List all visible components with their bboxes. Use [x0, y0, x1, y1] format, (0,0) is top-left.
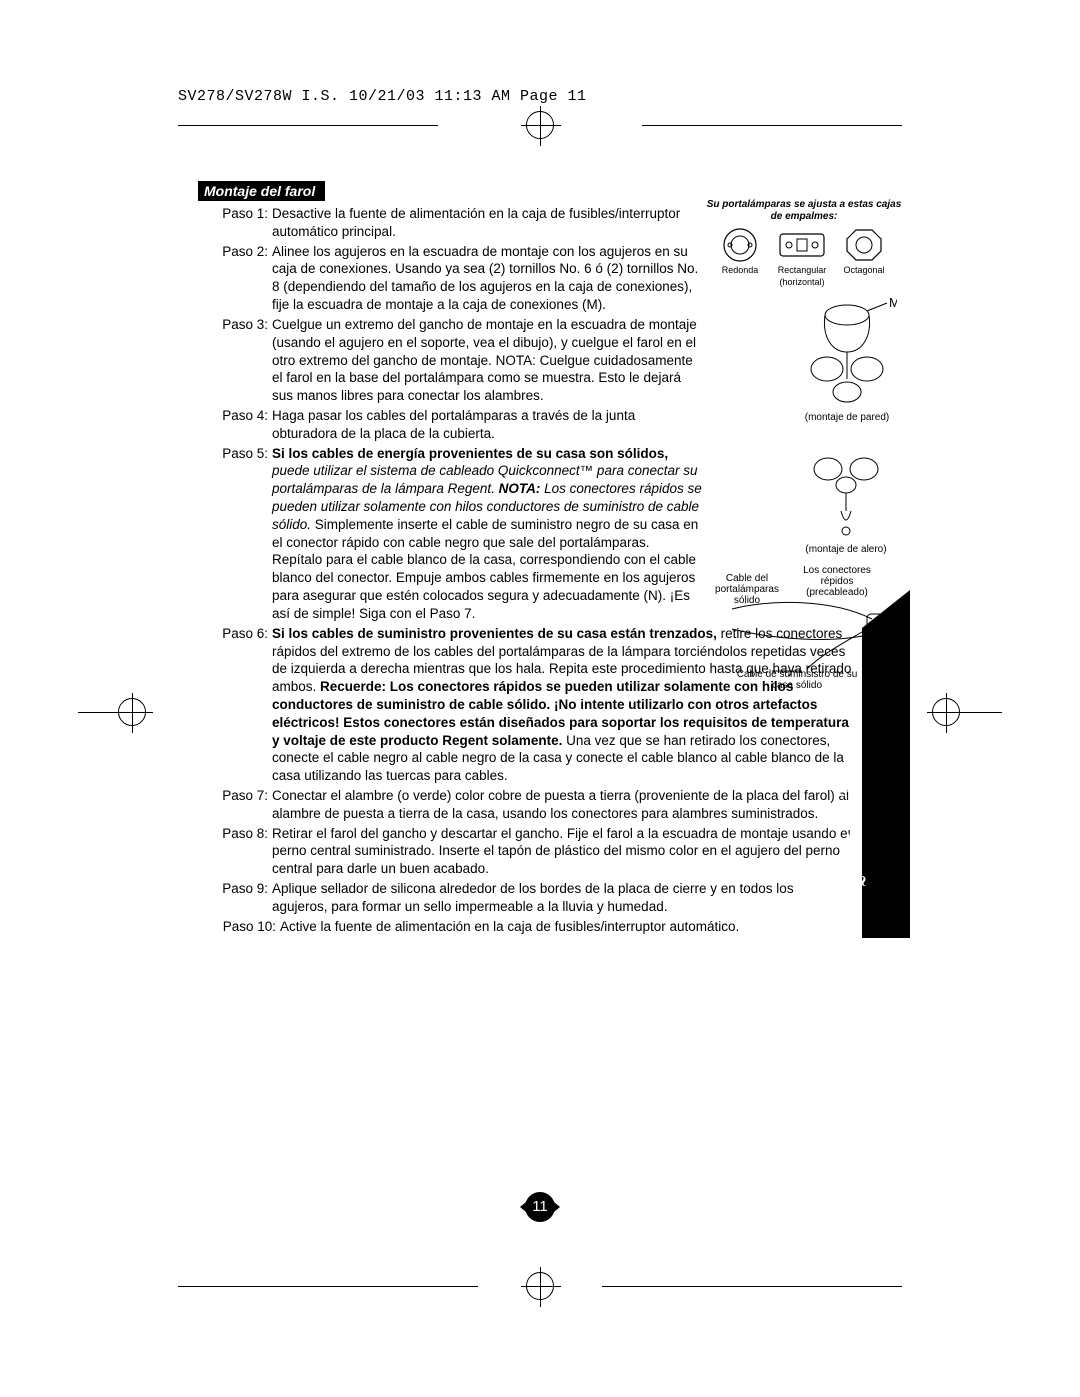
step-2-body: Alinee los agujeros en la escuadra de mo…: [272, 243, 702, 314]
step-9-body: Aplique sellador de silicona alrededor d…: [272, 880, 852, 916]
junction-box-oct-label: Octagonal: [843, 265, 884, 275]
fixture-wall-letter: M: [889, 297, 897, 310]
step-6: Paso 6: Si los cables de suministro prov…: [216, 625, 702, 785]
step-3-label: Paso 3:: [216, 316, 272, 405]
fixture-wall-diagram: M (montaje de pared): [792, 297, 902, 424]
junction-box-round: Redonda: [713, 227, 767, 289]
step-7-label: Paso 7:: [216, 787, 272, 823]
step-10: Paso 10: Active la fuente de alimentació…: [216, 918, 702, 936]
step-9-label: Paso 9:: [216, 880, 272, 916]
step-2-label: Paso 2:: [216, 243, 272, 314]
step-5-rest: Simplemente inserte el cable de suminist…: [272, 517, 698, 621]
step-6-bold1: Si los cables de suministro provenientes…: [272, 626, 717, 641]
junction-box-rect-label: Rectangular (horizontal): [778, 265, 827, 287]
step-4: Paso 4: Haga pasar los cables del portal…: [216, 407, 702, 443]
step-5: Paso 5: Si los cables de energía proveni…: [216, 445, 702, 623]
language-tab-espanol: ESPAÑOL: [862, 628, 910, 938]
section-title: Montaje del farol: [198, 181, 325, 201]
step-3: Paso 3: Cuelgue un extremo del gancho de…: [216, 316, 702, 405]
step-4-label: Paso 4:: [216, 407, 272, 443]
step-7-body: Conectar el alambre (o verde) color cobr…: [272, 787, 852, 823]
step-5-bold1: Si los cables de energía provenientes de…: [272, 446, 668, 461]
step-3-body: Cuelgue un extremo del gancho de montaje…: [272, 316, 702, 405]
fixture-eave-diagram: (montaje de alero): [802, 449, 890, 556]
step-10-label: Paso 10:: [216, 918, 280, 936]
step-1: Paso 1: Desactive la fuente de alimentac…: [216, 205, 702, 241]
page: SV278/SV278W I.S. 10/21/03 11:13 AM Page…: [178, 88, 902, 1302]
fixture-wall-caption: (montaje de pared): [805, 412, 890, 423]
page-number: 11: [525, 1192, 555, 1222]
step-4-body: Haga pasar los cables del portalámparas …: [272, 407, 702, 443]
junction-box-caption: Su portalámparas se ajusta a estas cajas…: [706, 199, 902, 223]
step-8-body: Retirar el farol del gancho y descartar …: [272, 825, 852, 878]
step-7: Paso 7: Conectar el alambre (o verde) co…: [216, 787, 702, 823]
crop-mark-right: [932, 698, 962, 728]
print-header: SV278/SV278W I.S. 10/21/03 11:13 AM Page…: [178, 88, 902, 105]
junction-box-rect: Rectangular (horizontal): [775, 227, 829, 289]
step-5-label: Paso 5:: [216, 445, 272, 623]
step-1-label: Paso 1:: [216, 205, 272, 241]
junction-box-row: Redonda Rectangular (horizontal) Octagon…: [702, 227, 902, 289]
step-5-bold2: NOTA:: [499, 481, 541, 496]
step-10-body: Active la fuente de alimentación en la c…: [280, 918, 852, 936]
crop-mark-top: [178, 111, 902, 141]
junction-box-round-label: Redonda: [722, 265, 759, 275]
step-5-body: Si los cables de energía provenientes de…: [272, 445, 702, 623]
steps-column: Su portalámparas se ajusta a estas cajas…: [178, 205, 902, 936]
step-2: Paso 2: Alinee los agujeros en la escuad…: [216, 243, 702, 314]
crop-mark-bottom: [178, 1272, 902, 1302]
connector-bottom-label: Cable de suminsistro de su casa sólido: [732, 669, 862, 691]
fixture-eave-caption: (montaje de alero): [805, 544, 886, 555]
junction-box-oct: Octagonal: [837, 227, 891, 289]
step-6-label: Paso 6:: [216, 625, 272, 785]
crop-mark-left: [118, 698, 148, 728]
step-8: Paso 8: Retirar el farol del gancho y de…: [216, 825, 702, 878]
step-1-body: Desactive la fuente de alimentación en l…: [272, 205, 702, 241]
step-8-label: Paso 8:: [216, 825, 272, 878]
language-tab-label: ESPAÑOL: [831, 778, 868, 947]
step-9: Paso 9: Aplique sellador de silicona alr…: [216, 880, 702, 916]
